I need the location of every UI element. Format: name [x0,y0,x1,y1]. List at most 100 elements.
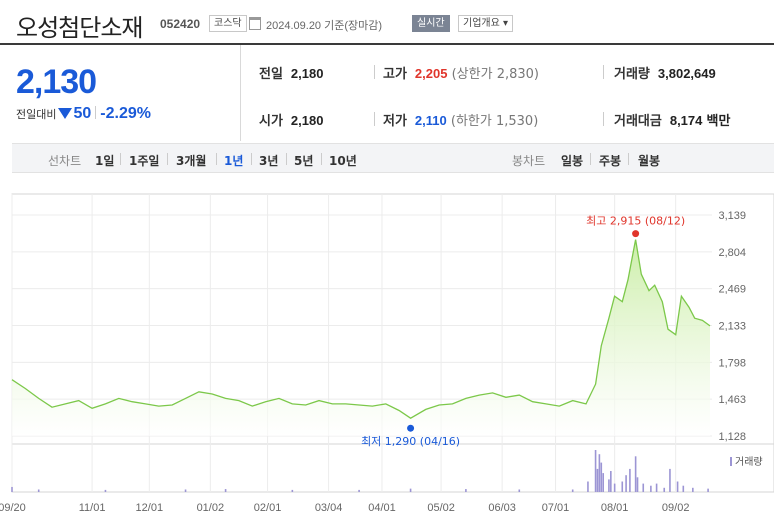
separator [286,153,287,165]
min-marker [407,424,415,432]
prev-close-label: 전일 [259,67,283,82]
candle-daily[interactable]: 일봉 [561,154,584,168]
period-3y[interactable]: 3년 [259,154,279,168]
volume-bar [358,489,360,492]
volume: 거래량 3,802,649 [614,63,716,82]
company-overview-dropdown[interactable]: 기업개요 ▾ [458,15,513,32]
open-value: 2,180 [290,113,324,128]
candle-weekly[interactable]: 주봉 [599,154,622,168]
market-badge: 코스닥 [209,15,247,32]
chart-period-bar: 선차트 1일 1주일 3개월 1년 3년 5년 10년 봉차트 일봉 주봉 월봉 [12,143,774,173]
y-tick-label: 2,804 [718,247,746,259]
separator [374,65,375,79]
period-1y[interactable]: 1년 [224,154,244,168]
volume-bar [184,489,187,492]
volume-bar [629,468,631,492]
live-button[interactable]: 실시간 [412,15,450,32]
volume-bar [224,489,227,492]
volume-bar [642,483,645,492]
volume-bar [663,487,666,492]
stock-header: 오성첨단소재 052420 코스닥 2024.09.20 기준(장마감) 실시간… [0,0,774,44]
volume-value: 3,802,649 [657,66,716,81]
current-price: 2,130 [16,63,97,101]
volume-bar [598,454,601,492]
price-line [11,239,711,419]
line-chart-label: 선차트 [48,154,82,168]
down-arrow-icon [58,108,73,119]
min-label: 최저 1,290 (04/16) [361,435,460,448]
calendar-icon [249,17,261,30]
y-tick-label: 1,128 [718,431,746,443]
y-tick-label: 1,463 [718,394,746,406]
low-price: 저가 2,110 (하한가 1,530) [383,110,538,129]
y-tick-label: 1,798 [718,357,746,369]
x-tick-label: 12/01 [136,502,164,514]
volume-bar [636,477,639,492]
volume-bar [587,481,589,492]
max-label: 최고 2,915 (08/12) [586,215,685,228]
period-1w[interactable]: 1주일 [129,154,160,168]
separator [590,153,591,165]
y-tick-label: 2,469 [718,284,746,296]
volume-bar [676,481,679,492]
period-1d[interactable]: 1일 [95,154,115,168]
prev-close: 전일 2,180 [259,63,323,82]
period-10y[interactable]: 10년 [329,154,357,168]
amount-label: 거래대금 [614,114,662,129]
volume-bar [682,485,685,492]
candle-monthly[interactable]: 월봉 [638,154,661,168]
separator [251,153,252,165]
change-value: 50 [73,105,92,122]
change-label: 전일대비 [16,108,57,121]
volume-bar [669,468,671,492]
price-area [12,239,710,436]
separator [216,153,217,165]
high-label: 고가 [383,67,407,82]
header-divider [0,43,774,45]
separator [167,153,168,165]
amount-unit: 백만 [706,113,731,128]
volume-bar [104,489,107,492]
amount-value: 8,174 [669,113,703,128]
x-tick-label: 06/03 [488,502,516,514]
x-tick-label: 07/01 [542,502,570,514]
x-tick-label: 01/02 [197,502,225,514]
separator [95,106,97,119]
stock-code: 052420 [160,17,201,31]
vertical-divider [240,45,241,141]
volume-bar [692,487,694,492]
volume-bar [409,488,412,492]
volume-bar [621,481,624,492]
low-label: 저가 [383,114,407,129]
volume-bar [594,450,597,492]
change-percent: -2.29% [100,105,151,122]
volume-bar [650,485,652,492]
lower-limit: (하한가 1,530) [450,114,539,129]
volume-bar [707,488,709,492]
separator [120,153,121,165]
period-5y[interactable]: 5년 [294,154,314,168]
x-tick-label: 08/01 [601,502,629,514]
y-tick-label: 3,139 [718,210,746,222]
x-tick-label: 02/01 [254,502,282,514]
separator [628,153,629,165]
separator [603,65,604,79]
current-price-box: 2,130 전일대비 50 -2.29% [0,45,240,141]
volume-bar [596,468,599,492]
volume-bar [608,479,610,492]
y-tick-label: 2,133 [718,321,746,333]
volume-legend-swatch [730,457,732,466]
high-value: 2,205 [414,66,448,81]
trade-amount: 거래대금 8,174 백만 [614,110,730,129]
price-change: 전일대비 50 -2.29% [16,103,151,123]
volume-bar [11,486,13,492]
x-tick-label: 11/01 [79,502,106,514]
low-value: 2,110 [414,113,447,128]
volume-bar [613,483,616,492]
open-label: 시가 [259,114,283,129]
volume-bar [634,456,637,492]
x-tick-label: 09/02 [662,502,690,514]
separator [603,112,604,126]
period-3m[interactable]: 3개월 [176,154,207,168]
volume-bar [518,489,521,492]
